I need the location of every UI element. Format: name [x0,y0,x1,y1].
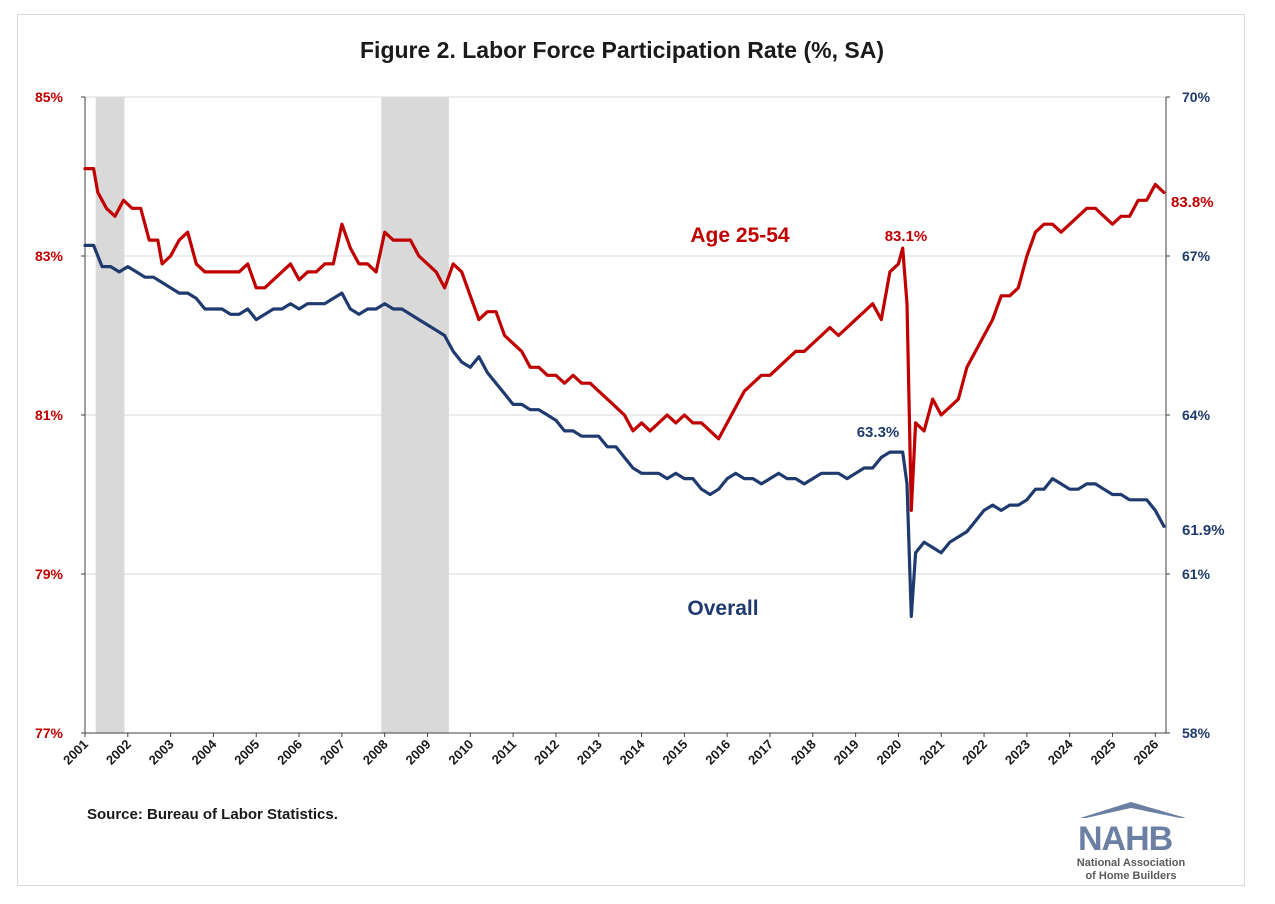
series-lines [83,167,1166,618]
gridlines [85,96,1166,575]
last-value-label-age-25-54: 83.8% [1171,194,1214,211]
last-value-label-overall: 61.9% [1182,522,1225,539]
logo-line-1: National Association [1077,857,1186,869]
right-tick-label: 64% [1182,407,1211,423]
x-tick-label: 2020 [873,737,904,768]
chart-title: Figure 2. Labor Force Participation Rate… [360,37,884,63]
x-tick-label: 2012 [531,737,562,768]
left-tick-label: 79% [35,566,64,582]
right-tick-label: 61% [1182,566,1211,582]
right-axis-ticks: 58% 61% 64% 67% 70% [1166,89,1211,741]
series-line-overall [83,243,1166,618]
x-tick-label: 2003 [146,737,177,768]
left-tick-label: 77% [35,725,64,741]
peak-label-overall: 63.3% [857,424,900,441]
x-tick-label: 2014 [617,736,649,768]
x-tick-label: 2022 [959,737,990,768]
left-tick-label: 81% [35,407,64,423]
x-tick-label: 2008 [360,737,391,768]
x-tick-label: 2015 [659,737,690,768]
x-tick-label: 2009 [403,737,434,768]
x-tick-label: 2024 [1045,736,1077,768]
source-note: Source: Bureau of Labor Statistics. [87,806,338,823]
x-tick-label: 2001 [60,737,91,768]
x-tick-label: 2023 [1002,737,1033,768]
left-tick-label: 83% [35,248,64,264]
series-line-age-25-54 [83,167,1166,512]
series-label-age-25-54: Age 25-54 [690,224,790,247]
x-tick-label: 2016 [702,737,733,768]
x-tick-label: 2018 [788,737,819,768]
x-tick-label: 2026 [1130,737,1161,768]
peak-label-age-25-54: 83.1% [885,228,928,245]
left-axis-ticks: 77% 79% 81% 83% 85% [35,89,85,741]
x-tick-label: 2025 [1088,737,1119,768]
left-tick-label: 85% [35,89,64,105]
right-tick-label: 58% [1182,725,1211,741]
logo-wordmark: NAHB [1078,820,1173,858]
logo-line-2: of Home Builders [1085,870,1176,882]
x-tick-label: 2019 [831,737,862,768]
x-tick-label: 2017 [745,737,776,768]
x-axis-ticks: 2001 2002 2003 2004 2005 2006 2007 2008 2009 2010… [60,733,1161,768]
nahb-logo: NAHB National Association of Home Builde… [1077,802,1186,882]
right-tick-label: 70% [1182,89,1211,105]
roof-icon [1080,802,1186,818]
x-tick-label: 2021 [916,737,947,768]
x-tick-label: 2007 [317,737,348,768]
x-tick-label: 2002 [103,737,134,768]
right-tick-label: 67% [1182,248,1211,264]
x-tick-label: 2013 [574,737,605,768]
x-tick-label: 2006 [274,737,305,768]
chart-frame [17,14,1245,886]
x-tick-label: 2005 [231,737,262,768]
x-tick-label: 2010 [445,737,476,768]
series-label-overall: Overall [687,597,758,620]
x-tick-label: 2004 [188,736,220,768]
x-tick-label: 2011 [489,737,520,768]
